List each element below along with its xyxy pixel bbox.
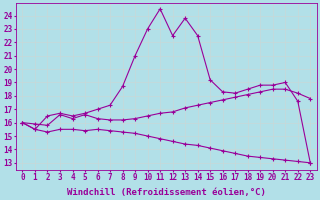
X-axis label: Windchill (Refroidissement éolien,°C): Windchill (Refroidissement éolien,°C) xyxy=(67,188,266,197)
